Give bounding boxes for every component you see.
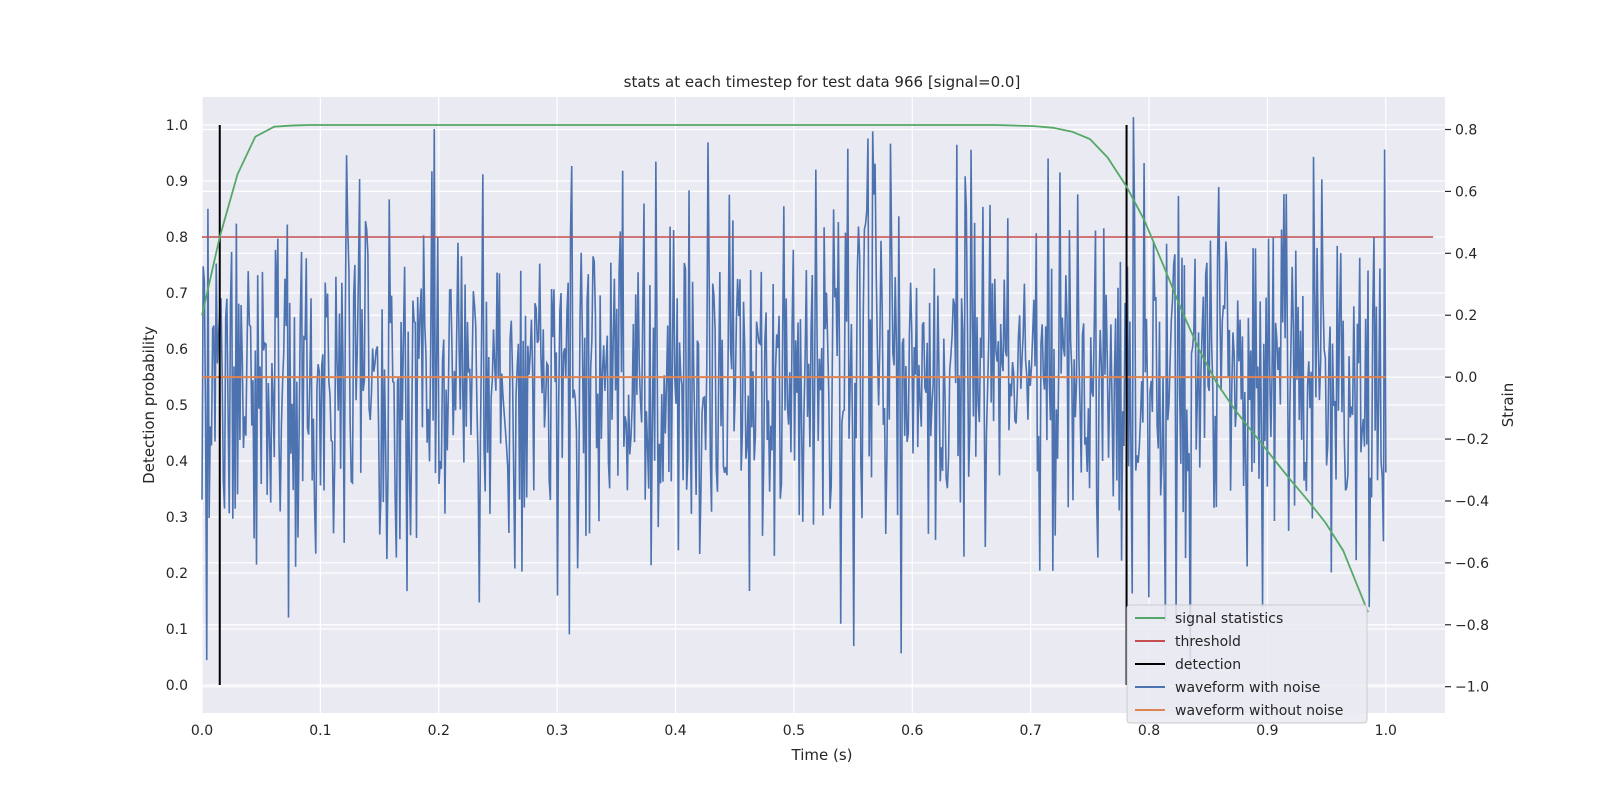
legend: signal statistics threshold detection wa… (1126, 604, 1368, 724)
x-tick-label: 0.1 (309, 723, 331, 739)
x-tick-label: 0.6 (901, 723, 923, 739)
y-tick-label: 0.5 (166, 398, 188, 414)
y-tick-label: 1.0 (166, 118, 188, 134)
legend-label-threshold: threshold (1175, 634, 1241, 650)
y-tick-label: 0.3 (166, 510, 188, 526)
x-tick-label: 0.5 (783, 723, 805, 739)
y-tick-label: 0.6 (166, 342, 188, 358)
y2-tick-label: −1.0 (1455, 680, 1489, 696)
legend-label-signal-statistics: signal statistics (1175, 611, 1283, 627)
y2-tick-label: −0.8 (1455, 618, 1489, 634)
x-axis-label: Time (s) (791, 746, 853, 764)
y-tick-label: 0.7 (166, 286, 188, 302)
x-tick-label: 0.0 (191, 723, 213, 739)
y-axis-right: −1.0 −0.8 −0.6 −0.4 −0.2 0.0 0.2 0.4 0.6 0.8 (1445, 123, 1489, 696)
y2-tick-label: −0.4 (1455, 494, 1489, 510)
y2-tick-label: 0.2 (1455, 308, 1477, 324)
x-tick-label: 0.9 (1256, 723, 1278, 739)
y2-tick-label: −0.2 (1455, 432, 1489, 448)
x-tick-label: 0.3 (546, 723, 568, 739)
plot-area (201, 117, 1434, 685)
y2-tick-label: 0.0 (1455, 370, 1477, 386)
x-axis: 0.0 0.1 0.2 0.3 0.4 0.5 0.6 0.7 0.8 0.9 1.0 (191, 723, 1397, 739)
legend-label-waveform-without-noise: waveform without noise (1175, 703, 1343, 719)
x-tick-label: 0.4 (664, 723, 686, 739)
y-tick-label: 0.0 (166, 678, 188, 694)
y-axis-left: 0.0 0.1 0.2 0.3 0.4 0.5 0.6 0.7 0.8 0.9 1.0 (166, 118, 188, 694)
y-tick-label: 0.2 (166, 566, 188, 582)
y2-axis-label: Strain (1499, 383, 1517, 427)
x-tick-label: 1.0 (1375, 723, 1397, 739)
y-tick-label: 0.9 (166, 174, 188, 190)
x-tick-label: 0.8 (1138, 723, 1160, 739)
y-tick-label: 0.4 (166, 454, 188, 470)
y2-tick-label: 0.4 (1455, 246, 1477, 262)
y2-tick-label: 0.8 (1455, 123, 1477, 139)
x-tick-label: 0.2 (428, 723, 450, 739)
x-tick-label: 0.7 (1020, 723, 1042, 739)
chart-title: stats at each timestep for test data 966… (624, 73, 1021, 91)
legend-box (1126, 604, 1368, 724)
legend-label-detection: detection (1175, 657, 1241, 673)
y-tick-label: 0.8 (166, 230, 188, 246)
y-axis-label: Detection probability (140, 326, 158, 484)
legend-label-waveform-with-noise: waveform with noise (1175, 680, 1320, 696)
y2-tick-label: −0.6 (1455, 556, 1489, 572)
series-signal-statistics (201, 124, 1369, 613)
y-tick-label: 0.1 (166, 622, 188, 638)
y2-tick-label: 0.6 (1455, 184, 1477, 200)
series-waveform-with-noise (201, 117, 1387, 672)
